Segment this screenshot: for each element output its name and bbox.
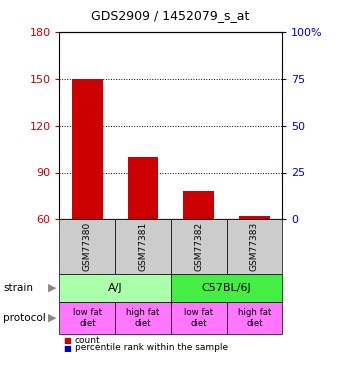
Text: ▶: ▶ bbox=[48, 313, 56, 323]
Bar bbox=[72, 79, 103, 219]
Bar bbox=[128, 157, 158, 219]
Bar bbox=[239, 216, 270, 219]
Text: low fat
diet: low fat diet bbox=[73, 308, 102, 327]
Text: percentile rank within the sample: percentile rank within the sample bbox=[75, 344, 228, 352]
Text: GSM77382: GSM77382 bbox=[194, 222, 203, 271]
Text: GSM77380: GSM77380 bbox=[83, 222, 92, 271]
Text: count: count bbox=[75, 336, 100, 345]
Text: GSM77381: GSM77381 bbox=[138, 222, 148, 271]
Text: protocol: protocol bbox=[3, 313, 46, 323]
Text: low fat
diet: low fat diet bbox=[184, 308, 213, 327]
Text: high fat
diet: high fat diet bbox=[238, 308, 271, 327]
Text: GDS2909 / 1452079_s_at: GDS2909 / 1452079_s_at bbox=[91, 9, 249, 22]
Text: GSM77383: GSM77383 bbox=[250, 222, 259, 271]
Text: A/J: A/J bbox=[108, 283, 122, 293]
Text: high fat
diet: high fat diet bbox=[126, 308, 160, 327]
Text: C57BL/6J: C57BL/6J bbox=[202, 283, 251, 293]
Text: ■: ■ bbox=[63, 336, 71, 345]
Text: ■: ■ bbox=[63, 344, 71, 352]
Text: strain: strain bbox=[3, 283, 33, 293]
Text: ▶: ▶ bbox=[48, 283, 56, 293]
Bar bbox=[183, 191, 214, 219]
